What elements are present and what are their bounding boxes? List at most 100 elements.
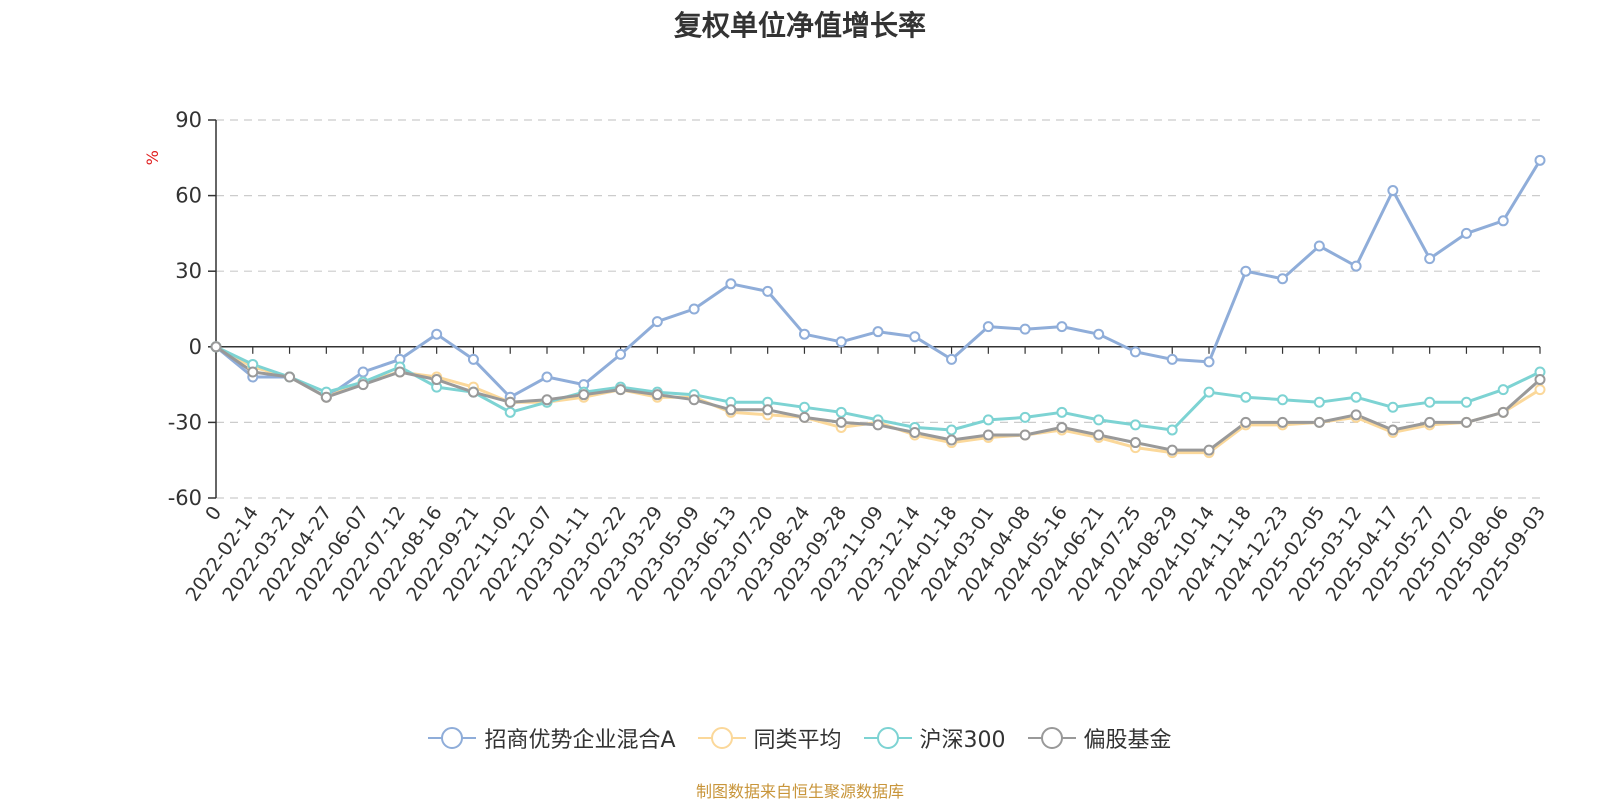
data-point-3 (1203, 444, 1215, 456)
y-axis-label: % (143, 150, 162, 165)
data-point-2 (1019, 411, 1031, 423)
data-point-0 (1350, 260, 1362, 272)
data-point-3 (467, 386, 479, 398)
data-point-3 (946, 434, 958, 446)
x-tick-label: 0 (201, 502, 226, 525)
data-point-2 (1166, 424, 1178, 436)
data-point-2 (835, 406, 847, 418)
chart-title: 复权单位净值增长率 (673, 9, 926, 42)
data-point-3 (1019, 429, 1031, 441)
data-point-2 (1350, 391, 1362, 403)
legend-swatch-icon (1027, 727, 1076, 749)
data-point-3 (651, 389, 663, 401)
legend-label: 沪深300 (919, 728, 1006, 753)
data-point-3 (909, 426, 921, 438)
legend-item-3[interactable]: 偏股基金 (1027, 722, 1172, 754)
data-point-3 (541, 394, 553, 406)
data-point-3 (1460, 416, 1472, 428)
data-point-3 (1387, 424, 1399, 436)
y-tick-label: 30 (175, 259, 202, 283)
legend-item-1[interactable]: 同类平均 (697, 722, 842, 754)
data-point-0 (725, 278, 737, 290)
data-point-3 (1313, 416, 1325, 428)
data-point-0 (1460, 227, 1472, 239)
data-point-0 (835, 336, 847, 348)
data-point-0 (357, 366, 369, 378)
data-point-3 (210, 341, 222, 353)
legend-item-0[interactable]: 招商优势企业混合A (428, 722, 676, 754)
y-tick-label: -30 (168, 410, 202, 434)
data-point-0 (1129, 346, 1141, 358)
data-point-3 (1129, 437, 1141, 449)
data-point-2 (1497, 384, 1509, 396)
data-point-3 (1166, 444, 1178, 456)
data-point-3 (615, 384, 627, 396)
data-point-3 (504, 396, 516, 408)
data-point-3 (1277, 416, 1289, 428)
legend-label: 偏股基金 (1083, 728, 1172, 753)
data-point-0 (1019, 323, 1031, 335)
data-point-0 (688, 303, 700, 315)
data-point-2 (1277, 394, 1289, 406)
legend-swatch-icon (697, 727, 746, 749)
legend-swatch-icon (428, 727, 477, 749)
data-point-3 (1056, 421, 1068, 433)
data-point-2 (798, 401, 810, 413)
data-point-3 (1240, 416, 1252, 428)
data-point-2 (1240, 391, 1252, 403)
data-point-3 (835, 416, 847, 428)
legend-swatch-icon (863, 727, 912, 749)
y-tick-label: 0 (189, 335, 202, 359)
legend-item-2[interactable]: 沪深300 (863, 722, 1006, 754)
legend: 招商优势企业混合A 同类平均 沪深300 偏股基金 (0, 722, 1600, 754)
y-tick-label: -60 (168, 486, 202, 510)
data-point-0 (1534, 154, 1546, 166)
y-tick-label: 90 (175, 108, 202, 132)
source-note: 制图数据来自恒生聚源数据库 (695, 782, 904, 801)
data-point-3 (725, 404, 737, 416)
data-point-0 (651, 316, 663, 328)
data-point-2 (1387, 401, 1399, 413)
data-point-3 (357, 379, 369, 391)
data-point-3 (394, 366, 406, 378)
data-point-0 (1166, 353, 1178, 365)
data-point-0 (541, 371, 553, 383)
data-point-3 (872, 419, 884, 431)
legend-label: 同类平均 (753, 728, 842, 753)
data-point-3 (1424, 416, 1436, 428)
data-point-2 (1056, 406, 1068, 418)
data-point-3 (578, 389, 590, 401)
data-point-1 (1534, 384, 1546, 396)
data-point-3 (798, 411, 810, 423)
data-point-0 (615, 348, 627, 360)
data-point-3 (247, 366, 259, 378)
data-point-2 (1203, 386, 1215, 398)
data-point-2 (982, 414, 994, 426)
data-point-2 (504, 406, 516, 418)
data-point-3 (1350, 409, 1362, 421)
data-point-3 (320, 391, 332, 403)
data-point-2 (1424, 396, 1436, 408)
legend-label: 招商优势企业混合A (484, 728, 676, 753)
data-point-2 (1313, 396, 1325, 408)
data-point-3 (431, 374, 443, 386)
data-point-0 (1313, 240, 1325, 252)
data-point-0 (1056, 321, 1068, 333)
y-tick-label: 60 (175, 184, 202, 208)
data-point-2 (946, 424, 958, 436)
data-point-2 (1093, 414, 1105, 426)
data-point-0 (1497, 215, 1509, 227)
data-point-0 (982, 321, 994, 333)
data-point-0 (1240, 265, 1252, 277)
data-point-3 (1534, 374, 1546, 386)
data-point-0 (798, 328, 810, 340)
data-point-0 (762, 285, 774, 297)
data-point-0 (872, 326, 884, 338)
data-point-3 (1093, 429, 1105, 441)
data-point-0 (1424, 253, 1436, 265)
data-point-0 (431, 328, 443, 340)
data-point-0 (467, 353, 479, 365)
data-point-2 (1460, 396, 1472, 408)
data-point-0 (1277, 273, 1289, 285)
